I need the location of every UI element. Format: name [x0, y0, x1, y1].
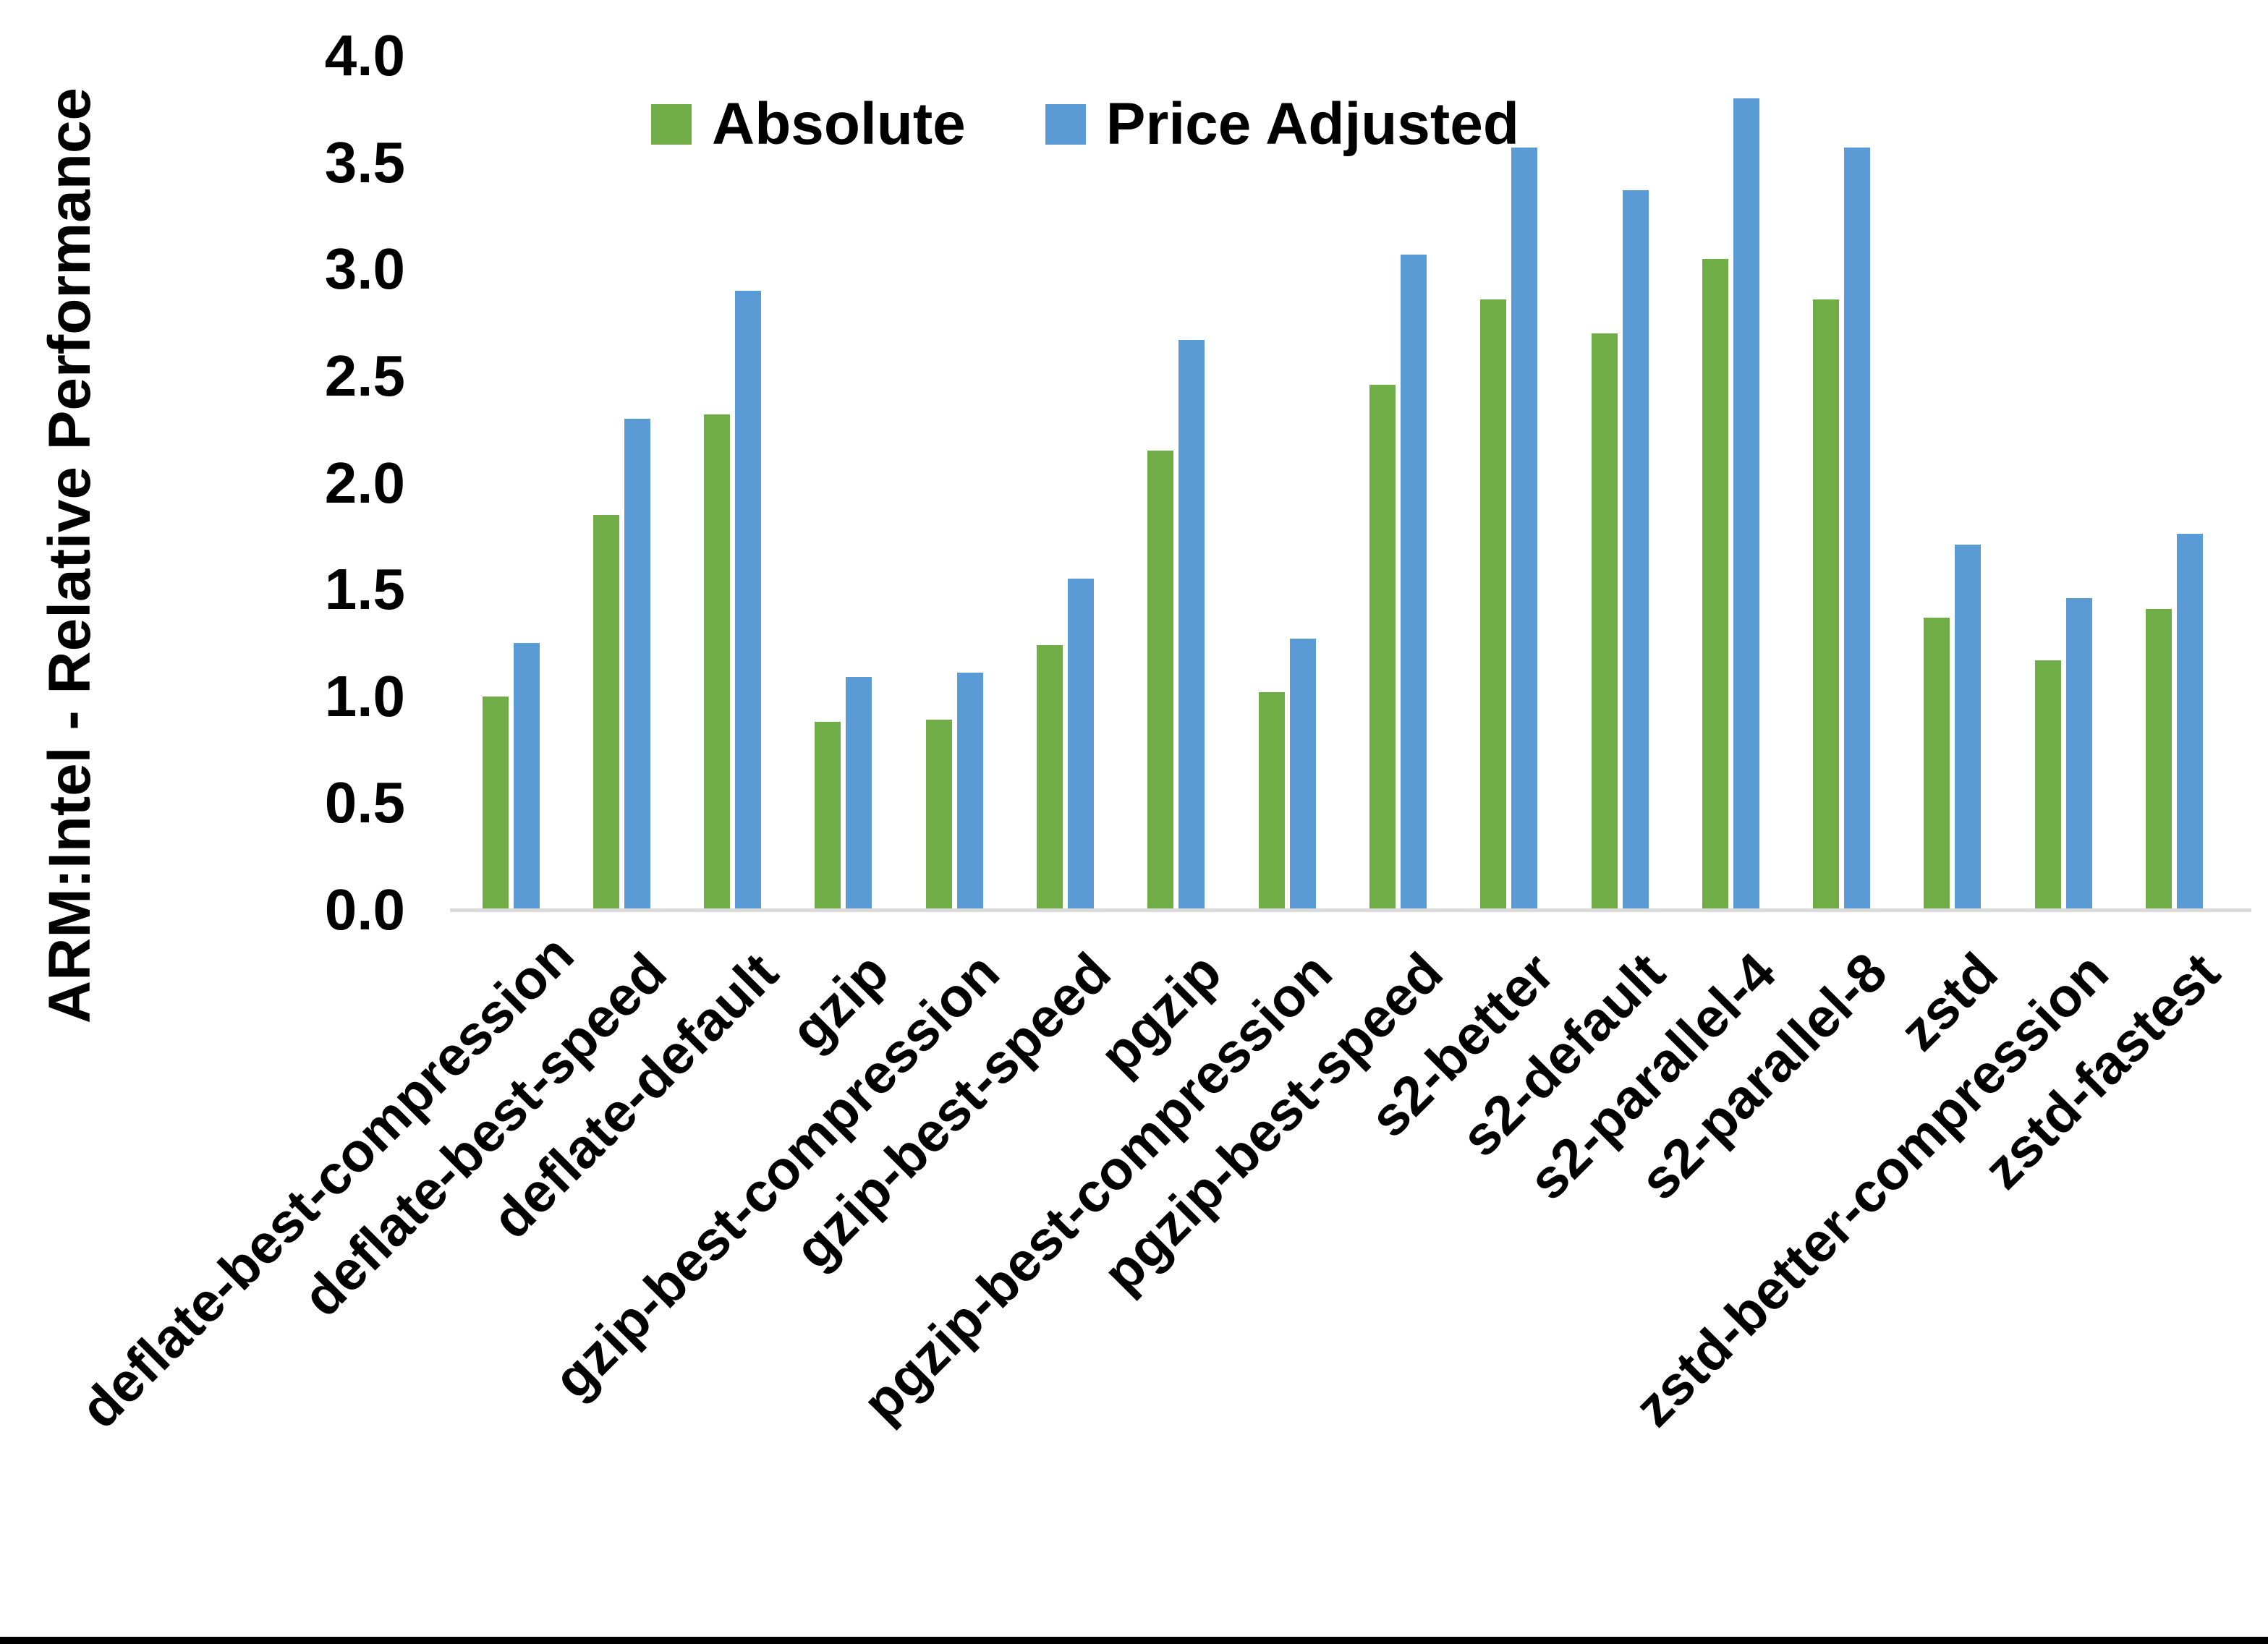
y-tick-label: 3.5 — [324, 129, 405, 195]
bar-absolute — [1369, 384, 1396, 910]
legend-swatch-absolute — [651, 104, 692, 145]
bar-absolute — [482, 696, 509, 910]
bar-absolute — [815, 722, 841, 910]
y-tick-label: 0.5 — [324, 770, 405, 835]
y-tick-label: 3.0 — [324, 237, 405, 302]
bar-price-adjusted — [2065, 598, 2092, 910]
bar-absolute — [704, 414, 731, 910]
bar-absolute — [2146, 608, 2172, 910]
bar-price-adjusted — [1844, 148, 1871, 910]
x-axis-line — [450, 908, 2251, 912]
legend: Absolute Price Adjusted — [651, 90, 1519, 158]
bar-price-adjusted — [846, 677, 872, 910]
y-tick-label: 2.5 — [324, 344, 405, 408]
bar-absolute — [1037, 644, 1063, 910]
bar-absolute — [593, 514, 619, 910]
bar-price-adjusted — [1622, 190, 1649, 910]
bar-absolute — [925, 720, 952, 910]
bar-price-adjusted — [1733, 98, 1759, 910]
bar-absolute — [1480, 299, 1507, 910]
bar-price-adjusted — [1955, 545, 1982, 910]
bottom-border-rule — [0, 1637, 2268, 1644]
bar-absolute — [2034, 660, 2061, 910]
bar-absolute — [1147, 451, 1174, 910]
bar-absolute — [1702, 258, 1728, 910]
y-tick-label: 4.0 — [324, 23, 405, 88]
legend-item-price-adjusted: Price Adjusted — [1045, 90, 1519, 158]
legend-label-price-adjusted: Price Adjusted — [1105, 91, 1519, 157]
bar-price-adjusted — [1178, 339, 1205, 910]
bar-absolute — [1813, 299, 1840, 910]
y-axis-title: ARM:Intel - Relative Performance — [37, 87, 103, 1024]
legend-swatch-price-adjusted — [1045, 104, 1086, 145]
bar-price-adjusted — [1289, 639, 1316, 910]
bar-price-adjusted — [1400, 254, 1427, 910]
y-tick-label: 2.0 — [324, 450, 405, 515]
bar-price-adjusted — [2177, 534, 2203, 910]
legend-item-absolute: Absolute — [651, 90, 966, 158]
bar-absolute — [1591, 333, 1618, 910]
y-tick-label: 1.0 — [324, 663, 405, 728]
bar-absolute — [1258, 691, 1285, 910]
y-tick-label: 1.5 — [324, 557, 405, 622]
bar-price-adjusted — [1511, 148, 1538, 910]
bar-absolute — [1924, 617, 1950, 910]
bar-price-adjusted — [1068, 579, 1094, 910]
bar-price-adjusted — [624, 419, 650, 910]
bar-price-adjusted — [735, 290, 762, 910]
legend-label-absolute: Absolute — [712, 91, 966, 157]
bar-price-adjusted — [513, 643, 540, 910]
y-tick-label: 0.0 — [324, 877, 405, 942]
bar-price-adjusted — [956, 673, 983, 910]
